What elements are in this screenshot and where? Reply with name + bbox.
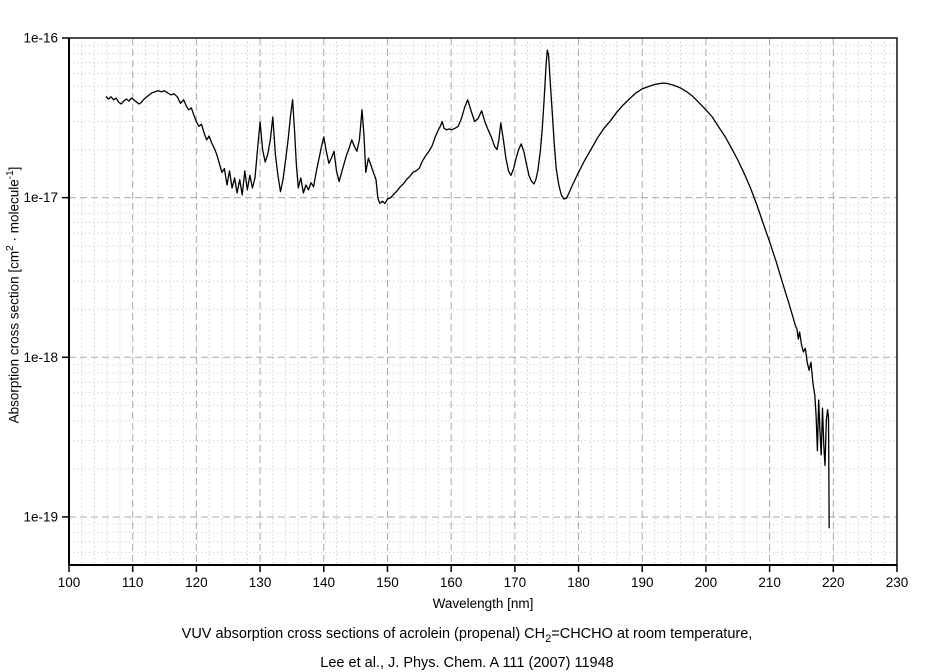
y-tick-label: 1e-18	[23, 350, 58, 365]
y-tick-label: 1e-19	[23, 509, 58, 524]
caption-line-1-pre: VUV absorption cross sections of acrolei…	[181, 626, 546, 642]
caption-line-2: Lee et al., J. Phys. Chem. A 111 (2007) …	[320, 654, 614, 671]
x-tick-label: 190	[631, 575, 654, 590]
x-tick-label: 170	[504, 575, 527, 590]
x-tick-label: 180	[567, 575, 590, 590]
y-axis-title-mid: · molecule	[6, 179, 22, 246]
caption-line-1-sub: 2	[545, 632, 552, 645]
caption-line-1: VUV absorption cross sections of acrolei…	[0, 622, 934, 651]
major-grid	[69, 38, 897, 565]
y-axis-title: Absorption cross section [cm2 · molecule…	[5, 0, 25, 595]
x-tick-label: 140	[313, 575, 336, 590]
y-tick-label: 1e-16	[23, 31, 58, 46]
caption: VUV absorption cross sections of acrolei…	[0, 622, 934, 672]
x-tick-label: 200	[695, 575, 718, 590]
spectrum-curve	[105, 49, 830, 529]
caption-line-1-post: =CHCHO at room temperature,	[551, 626, 753, 642]
y-axis-title-sup-2: 2	[5, 245, 16, 251]
x-tick-label: 210	[758, 575, 781, 590]
y-axis-title-text: Absorption cross section [cm	[6, 250, 22, 424]
x-axis-title: Wavelength [nm]	[432, 596, 534, 611]
y-axis-title-sup-minus1: -1	[5, 170, 16, 180]
y-axis-title-close: ]	[6, 166, 22, 171]
x-tick-label: 230	[886, 575, 909, 590]
x-tick-label: 100	[58, 575, 81, 590]
x-tick-label: 150	[376, 575, 399, 590]
tick-labels: 100 110 120 130 140 150 160 170 180 190 200 210 220 2…	[23, 31, 908, 591]
x-tick-label: 120	[185, 575, 208, 590]
y-tick-label: 1e-17	[23, 190, 58, 205]
x-tick-label: 130	[249, 575, 272, 590]
axes	[68, 37, 898, 566]
x-tick-label: 160	[440, 575, 463, 590]
x-tick-label: 110	[122, 575, 144, 590]
x-tick-label: 220	[822, 575, 845, 590]
tick-marks	[62, 37, 898, 572]
